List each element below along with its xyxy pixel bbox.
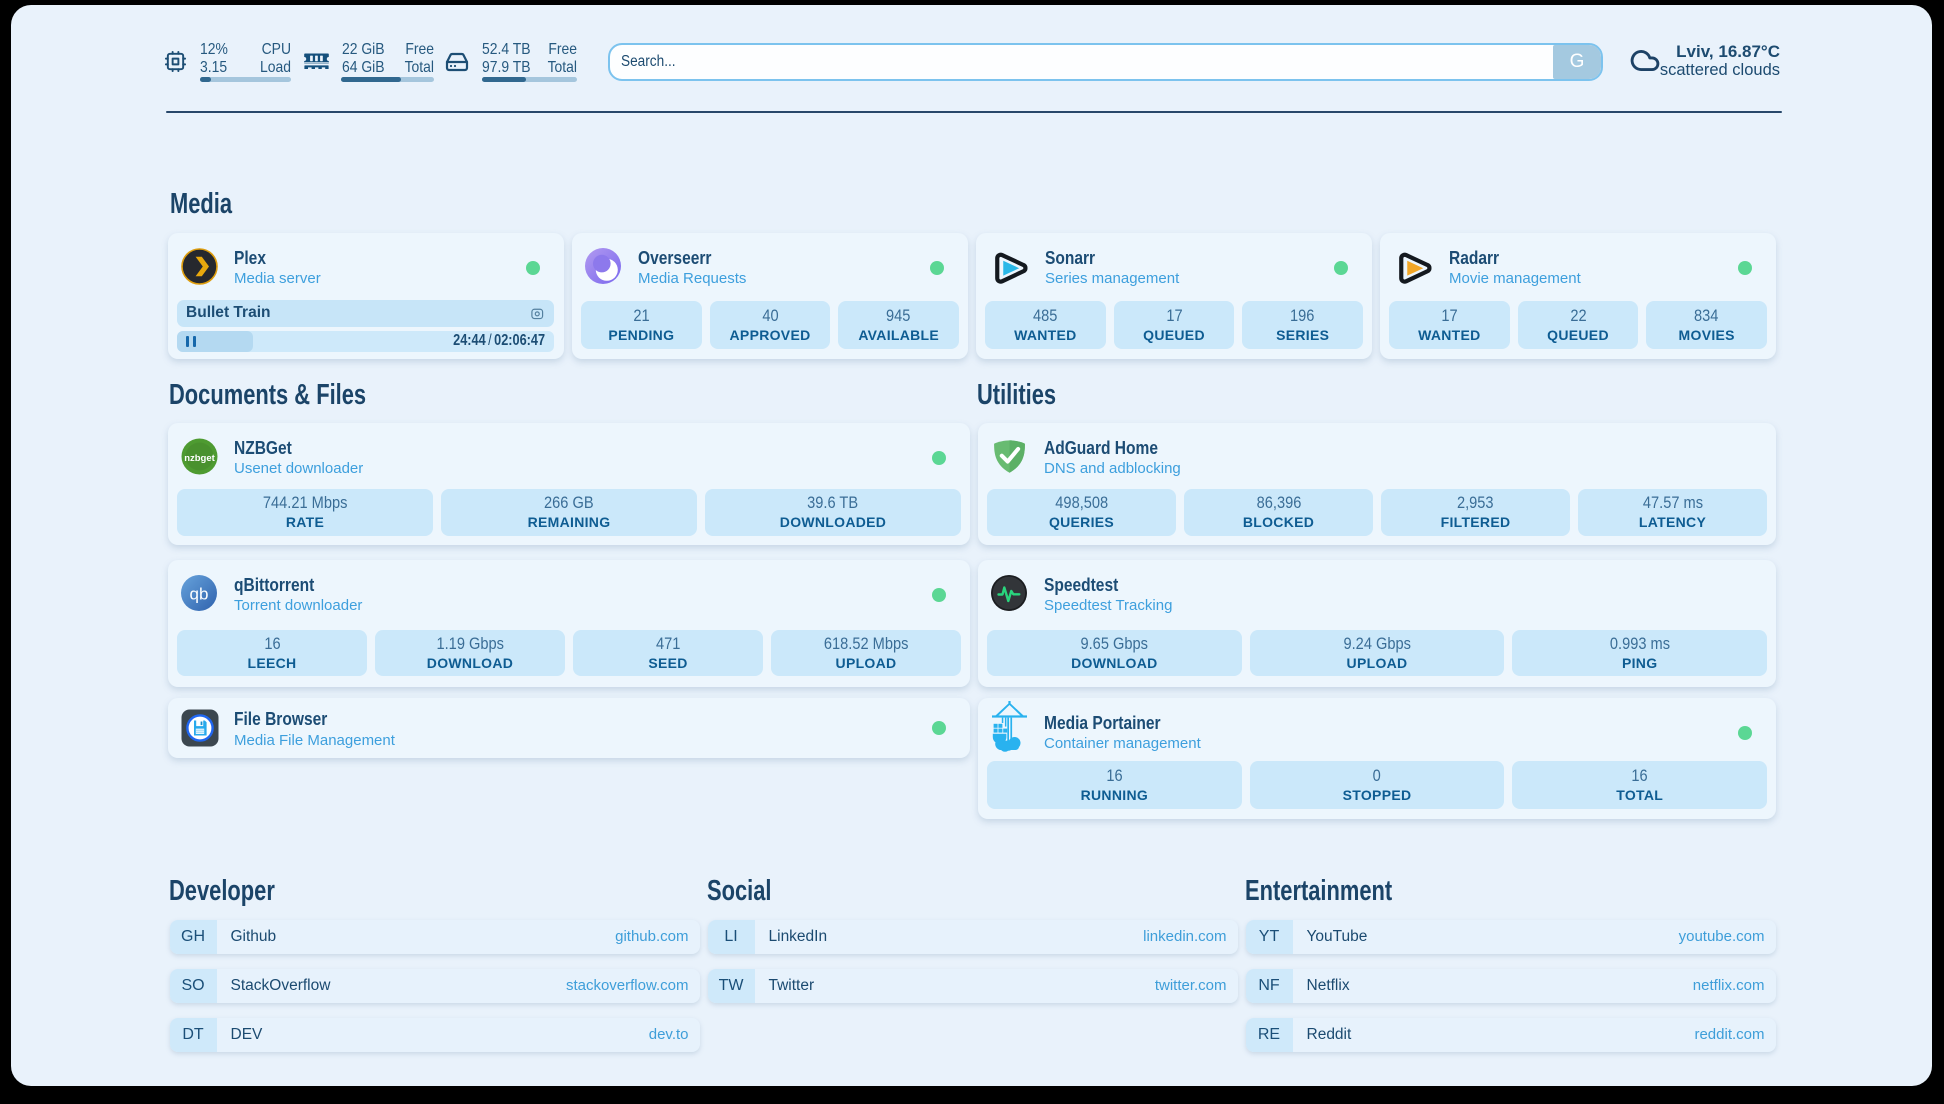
svg-text:nzbget: nzbget (184, 453, 215, 464)
svg-text:qb: qb (190, 584, 209, 603)
